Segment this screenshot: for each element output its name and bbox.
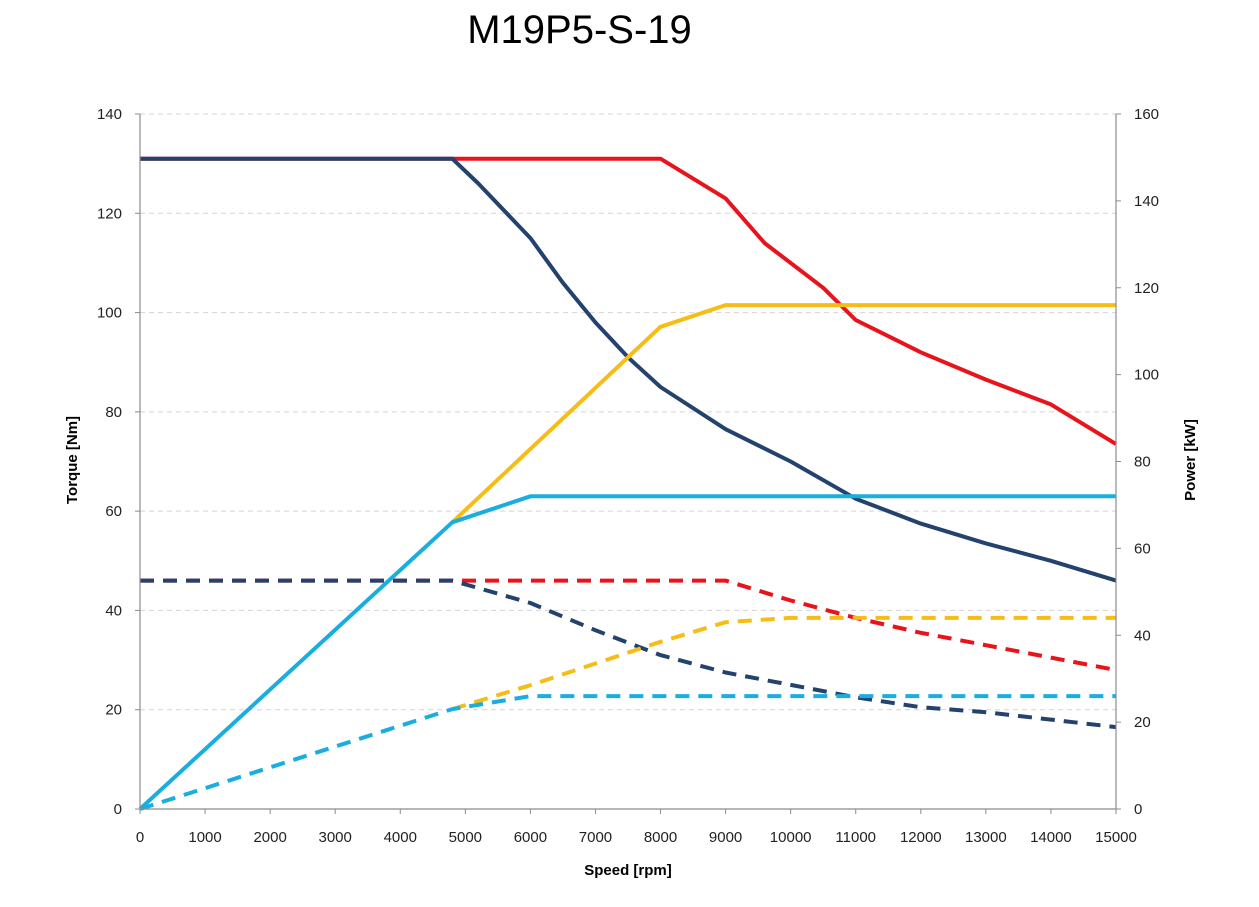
y2-tick-label: 160 (1134, 106, 1159, 123)
x-tick-label: 4000 (384, 829, 417, 846)
y2-tick-label: 140 (1134, 193, 1159, 210)
x-tick-label: 8000 (644, 829, 677, 846)
y-tick-label: 120 (97, 205, 122, 222)
x-tick-label: 1000 (188, 829, 221, 846)
x-tick-label: 7000 (579, 829, 612, 846)
x-tick-label: 12000 (900, 829, 942, 846)
x-tick-label: 14000 (1030, 829, 1072, 846)
y-tick-label: 0 (114, 801, 122, 818)
y-axis-label: Torque [Nm] (64, 416, 81, 504)
x-tick-label: 0 (136, 829, 144, 846)
x-tick-label: 10000 (770, 829, 812, 846)
y2-tick-label: 40 (1134, 627, 1151, 644)
y-tick-label: 140 (97, 106, 122, 123)
x-tick-label: 2000 (253, 829, 286, 846)
y-tick-label: 20 (105, 702, 122, 719)
series-lines (138, 156, 1118, 811)
y-tick-label: 100 (97, 305, 122, 322)
y-tick-labels: 0 20 40 60 80 100 120 140 (97, 106, 122, 818)
chart-title: M19P5-S-19 (467, 8, 692, 52)
x-tick-labels: 0 1000 2000 3000 4000 5000 6000 7000 8000 9000 100… (136, 829, 1137, 846)
x-axis-label: Speed [rpm] (584, 862, 672, 879)
y2-tick-labels: 0 20 40 60 80 100 120 140 160 (1134, 106, 1159, 818)
y2-tick-label: 20 (1134, 714, 1151, 731)
dashed-power-series-line (139, 694, 1116, 811)
dashed-power-series-line (451, 615, 1116, 712)
y-tick-label: 40 (105, 602, 122, 619)
dashed-torque-series-line (140, 578, 1117, 672)
solid-power-series-line (450, 303, 1116, 524)
x-tick-label: 15000 (1095, 829, 1137, 846)
y-tick-label: 60 (105, 503, 122, 520)
dashed-torque-series-line (140, 578, 1117, 730)
x-tick-label: 5000 (449, 829, 482, 846)
y2-tick-label: 100 (1134, 367, 1159, 384)
x-tick-label: 6000 (514, 829, 547, 846)
solid-torque-series-line (140, 156, 1117, 583)
y2-tick-label: 60 (1134, 540, 1151, 557)
axes (135, 113, 1121, 814)
x-tick-label: 11000 (835, 829, 876, 846)
y2-tick-label: 0 (1134, 801, 1142, 818)
x-tick-label: 13000 (965, 829, 1007, 846)
gridlines (140, 113, 1116, 711)
y2-tick-label: 80 (1134, 454, 1151, 471)
x-tick-label: 9000 (709, 829, 742, 846)
y2-axis-label: Power [kW] (1182, 419, 1199, 501)
x-tick-label: 3000 (319, 829, 352, 846)
y-tick-label: 80 (105, 404, 122, 421)
solid-torque-series-line (140, 156, 1118, 446)
solid-power-series-line (138, 494, 1116, 811)
y2-tick-label: 120 (1134, 280, 1159, 297)
